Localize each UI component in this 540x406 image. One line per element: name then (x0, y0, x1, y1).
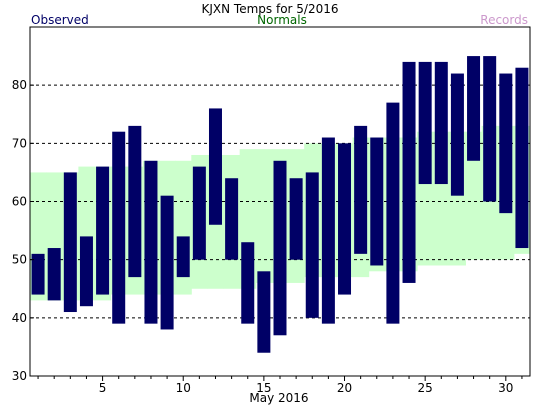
observed-bar-day-23 (386, 102, 400, 324)
x-tick-label-5: 5 (99, 381, 107, 395)
normal-range-day-28 (465, 131, 483, 260)
observed-bar-day-30 (499, 73, 513, 214)
observed-bar-day-24 (402, 61, 416, 283)
observed-bar-day-2 (47, 248, 61, 301)
observed-bar-day-21 (354, 125, 368, 254)
observed-bar-day-5 (96, 166, 110, 295)
observed-bar-day-10 (176, 236, 190, 278)
observed-bar-day-9 (160, 195, 174, 330)
observed-bar-day-3 (63, 172, 77, 313)
y-tick-label-30: 30 (12, 369, 27, 383)
observed-bar-day-18 (305, 172, 319, 318)
x-axis: 5 10 15 20 25 30 (37, 376, 523, 395)
chart-title: KJXN Temps for 5/2016 (202, 2, 339, 16)
legend-observed: Observed (31, 13, 89, 27)
x-tick-label-15: 15 (256, 381, 271, 395)
x-tick-label-30: 30 (498, 381, 513, 395)
legend-normals: Normals (257, 13, 307, 27)
legend-records: Records (480, 13, 528, 27)
observed-bar-day-27 (450, 73, 464, 196)
observed-bar-day-29 (483, 56, 497, 202)
observed-bar-day-28 (467, 56, 481, 161)
observed-bar-day-1 (31, 253, 45, 295)
observed-bar-day-22 (370, 137, 384, 266)
observed-bar-day-19 (321, 137, 335, 324)
observed-bar-day-8 (144, 160, 158, 324)
x-tick-label-25: 25 (418, 381, 433, 395)
x-tick-label-20: 20 (337, 381, 352, 395)
y-tick-label-80: 80 (12, 78, 27, 92)
observed-bars (31, 56, 529, 353)
observed-bar-day-6 (112, 131, 126, 324)
y-tick-label-50: 50 (12, 253, 27, 267)
observed-bar-day-16 (273, 160, 287, 336)
y-tick-label-60: 60 (12, 195, 27, 209)
observed-bar-day-7 (128, 125, 142, 278)
observed-bar-day-15 (257, 271, 271, 353)
y-tick-label-70: 70 (12, 136, 27, 150)
observed-bar-day-25 (418, 61, 432, 185)
observed-bar-day-26 (434, 61, 448, 185)
y-tick-label-40: 40 (12, 311, 27, 325)
observed-bar-day-31 (515, 67, 529, 249)
observed-bar-day-13 (225, 178, 239, 260)
normal-range-day-15 (255, 149, 273, 283)
x-axis-label: May 2016 (249, 391, 308, 405)
y-axis: 30 40 50 60 70 80 (12, 78, 34, 383)
observed-bar-day-17 (289, 178, 303, 260)
observed-bar-day-14 (241, 242, 255, 324)
observed-bar-day-4 (79, 236, 93, 307)
observed-bar-day-11 (192, 166, 206, 260)
observed-bar-day-12 (208, 108, 222, 225)
x-tick-label-10: 10 (176, 381, 191, 395)
observed-bar-day-20 (338, 143, 352, 295)
